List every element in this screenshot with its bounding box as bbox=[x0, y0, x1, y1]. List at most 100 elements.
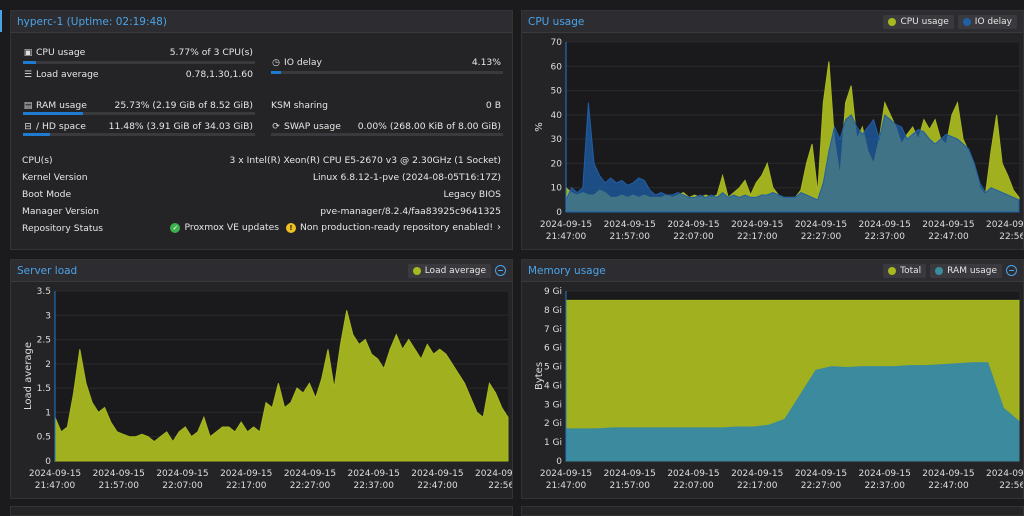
y-axis-label: Load average bbox=[23, 342, 34, 410]
memory-chart-panel: Memory usage Total RAM usage 0 1 Gi 2 Gi 3 … bbox=[521, 259, 1024, 499]
y-tick-label: 1.5 bbox=[37, 384, 51, 394]
hd-space-label: ⊟ / HD space bbox=[24, 121, 86, 132]
x-tick-label: 2024-09-15 22:07:00 bbox=[156, 469, 208, 491]
y-tick-label: 3 bbox=[45, 311, 51, 321]
x-tick-label: 2024-09-15 21:47:00 bbox=[540, 220, 592, 242]
memory-chart-header: Memory usage Total RAM usage bbox=[522, 260, 1023, 282]
load-chart-legend: Load average bbox=[407, 263, 506, 278]
refresh-icon: ⟳ bbox=[272, 122, 280, 132]
memory-icon: ▤ bbox=[23, 101, 33, 111]
ksm-sharing-value: 0 B bbox=[485, 100, 501, 111]
y-tick-label: 3.5 bbox=[37, 287, 51, 297]
ram-usage-value: 25.73% (2.19 GiB of 8.52 GiB) bbox=[114, 100, 253, 111]
repository-status-value[interactable]: ✓ Proxmox VE updates ! Non production-re… bbox=[170, 222, 501, 233]
x-tick-label: 2024-09-15 21:57:00 bbox=[604, 469, 656, 491]
x-tick-label: 2024-09-15 22:37:00 bbox=[859, 220, 911, 242]
summary-panel: hyperc-1 (Uptime: 02:19:48) ▣ CPU usage 5… bbox=[10, 10, 513, 250]
y-tick-label: 5 Gi bbox=[544, 363, 562, 373]
y-tick-label: 20 bbox=[551, 159, 563, 169]
clock-icon: ◷ bbox=[272, 58, 280, 68]
memory-chart-title: Memory usage bbox=[528, 264, 606, 277]
cpu-icon: ▣ bbox=[23, 48, 33, 58]
check-circle-icon: ✓ bbox=[170, 222, 181, 233]
swap-usage-bar bbox=[271, 133, 503, 136]
collapse-icon[interactable] bbox=[1006, 265, 1017, 276]
y-tick-label: 3 Gi bbox=[544, 400, 562, 410]
x-tick-label: 2024-09-15 22:07:00 bbox=[667, 469, 719, 491]
legend-total[interactable]: Total bbox=[883, 263, 927, 278]
y-tick-label: 0 bbox=[556, 208, 562, 218]
y-tick-label: 60 bbox=[551, 62, 563, 72]
y-tick-label: 2.5 bbox=[37, 336, 51, 346]
x-tick-label: 2024-09-15 22:17:00 bbox=[731, 469, 783, 491]
y-tick-label: 6 Gi bbox=[544, 344, 562, 354]
x-tick-label: 2024-09-15 22:37:00 bbox=[348, 469, 400, 491]
x-tick-label: 2024-09-15 21:47:00 bbox=[29, 469, 81, 491]
cpu-chart-header: CPU usage CPU usage IO delay bbox=[522, 11, 1023, 33]
load-average-label: ☰ Load average bbox=[23, 69, 99, 80]
load-chart-title: Server load bbox=[17, 264, 78, 277]
node-title: hyperc-1 (Uptime: 02:19:48) bbox=[17, 15, 167, 28]
y-tick-label: 8 Gi bbox=[544, 306, 562, 316]
x-tick-label: 2024-09-15 22:17:00 bbox=[731, 220, 783, 242]
legend-ram-usage[interactable]: RAM usage bbox=[930, 263, 1002, 278]
y-tick-label: 10 bbox=[551, 184, 563, 194]
list-icon: ☰ bbox=[23, 70, 33, 80]
load-chart-panel: Server load Load average 0 0.5 1 1.5 2 2.5 3 3.… bbox=[10, 259, 527, 499]
swap-usage-label: ⟳ SWAP usage bbox=[272, 121, 341, 132]
legend-load-average[interactable]: Load average bbox=[407, 263, 491, 278]
bottom-panel-right bbox=[521, 506, 1024, 516]
y-tick-label: 9 Gi bbox=[544, 287, 562, 297]
info-boot-label: Boot Mode bbox=[22, 189, 72, 200]
chevron-right-icon: › bbox=[497, 222, 501, 233]
info-cpus-label: CPU(s) bbox=[22, 155, 53, 166]
y-tick-label: 70 bbox=[551, 38, 563, 48]
cpu-usage-value: 5.77% of 3 CPU(s) bbox=[169, 47, 253, 58]
cpu-chart: 0 10 20 30 40 50 60 70% 2024-09-15 21:47:00 2024-0… bbox=[534, 38, 1024, 242]
legend-cpu-usage[interactable]: CPU usage bbox=[883, 14, 954, 29]
io-delay-value: 4.13% bbox=[471, 57, 501, 68]
x-tick-label: 2024-09-15 22:27:00 bbox=[284, 469, 336, 491]
x-tick-label: 2024-09-15 22:47:00 bbox=[922, 220, 974, 242]
y-tick-label: 1 Gi bbox=[544, 438, 562, 448]
y-axis-label: % bbox=[534, 122, 545, 132]
x-tick-label: 2024-09-15 22:27:00 bbox=[795, 220, 847, 242]
io-delay-bar bbox=[271, 71, 503, 74]
y-tick-label: 50 bbox=[551, 87, 563, 97]
series-area-load-average bbox=[54, 310, 509, 462]
io-delay-label: ◷ IO delay bbox=[272, 57, 322, 68]
x-tick-label: 2024-09-15 22:07:00 bbox=[667, 220, 719, 242]
load-chart-header: Server load Load average bbox=[11, 260, 512, 282]
info-kernel-value: Linux 6.8.12-1-pve (2024-08-05T16:17Z) bbox=[312, 172, 501, 183]
legend-io-delay[interactable]: IO delay bbox=[957, 14, 1017, 29]
info-cpus-value: 3 x Intel(R) Xeon(R) CPU E5-2670 v3 @ 2.… bbox=[229, 155, 501, 166]
memory-chart-legend: Total RAM usage bbox=[883, 263, 1017, 278]
ram-usage-label: ▤ RAM usage bbox=[23, 100, 87, 111]
y-tick-label: 30 bbox=[551, 135, 563, 145]
x-tick-label: 2024-09-15 22:47:00 bbox=[411, 469, 463, 491]
cpu-usage-bar bbox=[23, 61, 255, 64]
y-axis-label: Bytes bbox=[534, 362, 545, 390]
collapse-icon[interactable] bbox=[495, 265, 506, 276]
bottom-panel-left bbox=[10, 506, 513, 516]
x-tick-label: 2024-09-15 22:37:00 bbox=[859, 469, 911, 491]
repository-status-label: Repository Status bbox=[22, 223, 104, 234]
load-chart: 0 0.5 1 1.5 2 2.5 3 3.5 Load average 2024-09-15 21… bbox=[23, 287, 527, 491]
y-tick-label: 0 bbox=[556, 457, 562, 467]
cpu-chart-panel: CPU usage CPU usage IO delay 0 10 20 30 40 50… bbox=[521, 10, 1024, 250]
y-tick-label: 2 Gi bbox=[544, 419, 562, 429]
y-tick-label: 0 bbox=[45, 457, 51, 467]
x-tick-label: 2024-09-15 21:47:00 bbox=[540, 469, 592, 491]
swap-usage-value: 0.00% (268.00 KiB of 8.00 GiB) bbox=[357, 121, 501, 132]
x-tick-label: 2024-09-15 22:27:00 bbox=[795, 469, 847, 491]
y-tick-label: 1 bbox=[45, 408, 51, 418]
series-area-io-delay bbox=[565, 102, 1020, 213]
info-kernel-label: Kernel Version bbox=[22, 172, 88, 183]
cpu-chart-legend: CPU usage IO delay bbox=[883, 14, 1017, 29]
hd-space-value: 11.48% (3.91 GiB of 34.03 GiB) bbox=[108, 121, 253, 132]
x-tick-label: 2024-09-15 22:47:00 bbox=[922, 469, 974, 491]
warning-circle-icon: ! bbox=[286, 222, 297, 233]
selection-indicator bbox=[0, 10, 2, 32]
